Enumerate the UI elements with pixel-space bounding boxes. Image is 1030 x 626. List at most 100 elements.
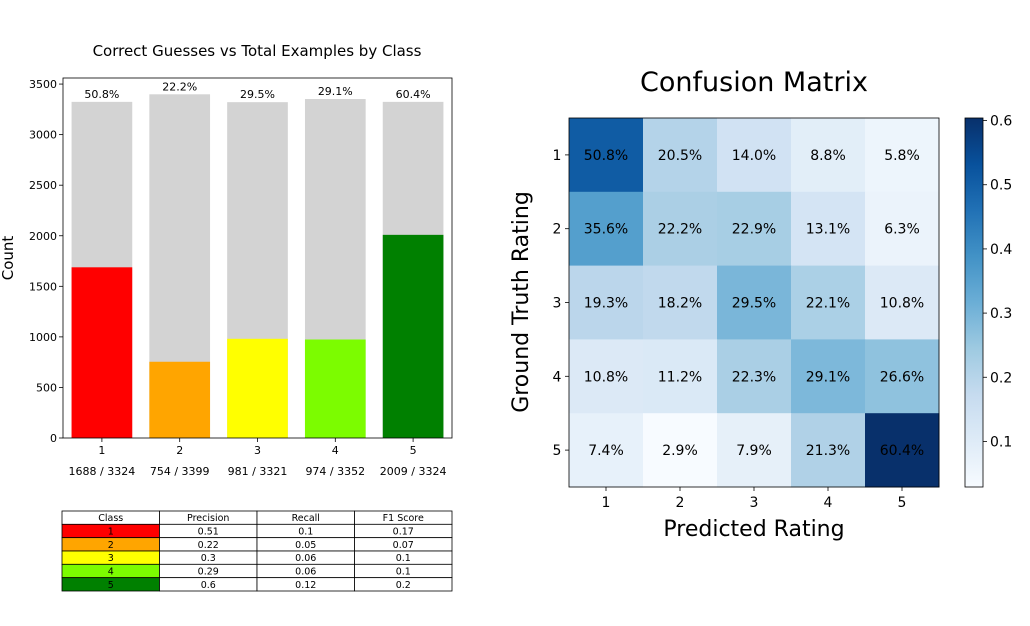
x-tick-label: 5 bbox=[898, 495, 907, 511]
correct-bar bbox=[71, 267, 133, 438]
heatmap-cell bbox=[791, 339, 866, 414]
heatmap-cell-label: 5.8% bbox=[884, 148, 920, 164]
x-tick-label: 3 bbox=[254, 444, 261, 457]
table-cell-value: 0.2 bbox=[396, 580, 411, 591]
table-header-label: Precision bbox=[187, 513, 229, 524]
table-cell-value: 0.12 bbox=[295, 580, 316, 591]
table-cell-value: 0.51 bbox=[198, 527, 219, 538]
heatmap-cell-label: 26.6% bbox=[880, 369, 924, 385]
heatmap-cell bbox=[865, 191, 940, 267]
confusion-matrix-title: Confusion Matrix bbox=[640, 67, 868, 98]
y-tick-label: 1500 bbox=[29, 280, 57, 293]
heatmap-cell bbox=[569, 118, 644, 193]
colorbar-tick-label: 0.4 bbox=[990, 242, 1012, 258]
table-cell-value: 0.05 bbox=[295, 540, 316, 551]
table-cell-value: 0.17 bbox=[393, 527, 414, 538]
colorbar-tick-label: 0.5 bbox=[990, 178, 1012, 194]
correct-bar bbox=[304, 339, 366, 438]
table-cell-value: 4 bbox=[108, 567, 114, 578]
heatmap-cell-label: 22.2% bbox=[658, 222, 702, 238]
heatmap-cell bbox=[717, 118, 792, 193]
heatmap-cell-label: 2.9% bbox=[662, 443, 698, 459]
heatmap-cell-label: 18.2% bbox=[658, 296, 702, 312]
table-cell-value: 0.1 bbox=[396, 567, 411, 578]
heatmap-cell-label: 35.6% bbox=[584, 222, 628, 238]
heatmap-cell bbox=[643, 191, 718, 267]
table-cell-value: 5 bbox=[108, 580, 114, 591]
table-cell-value: 0.07 bbox=[393, 540, 414, 551]
heatmap-cell bbox=[643, 118, 718, 193]
heatmap-frame bbox=[568, 117, 940, 488]
heatmap-cell-label: 11.2% bbox=[658, 369, 702, 385]
bar-chart: Correct Guesses vs Total Examples by Cla… bbox=[0, 42, 453, 478]
x-tick-label: 1 bbox=[602, 495, 611, 511]
heatmap-cell-label: 19.3% bbox=[584, 296, 628, 312]
bar-layer: 0 500 1000 1500 2000 2500 3000 3500 50.8% 1 1688 /… bbox=[29, 78, 446, 478]
heatmap-cell bbox=[643, 413, 718, 488]
correct-bar bbox=[149, 361, 211, 438]
colorbar-tick-label: 0.3 bbox=[990, 306, 1012, 322]
table-cell-value: 0.6 bbox=[201, 580, 216, 591]
bar-percent-label: 22.2% bbox=[162, 80, 197, 93]
y-tick-label: 3 bbox=[553, 296, 562, 312]
table-cell bbox=[354, 577, 453, 592]
heatmap-cell bbox=[865, 339, 940, 414]
heatmap-cell-label: 8.8% bbox=[810, 148, 846, 164]
heatmap-cell bbox=[791, 413, 866, 488]
bar-chart-title: Correct Guesses vs Total Examples by Cla… bbox=[93, 42, 422, 60]
x-tick-label: 4 bbox=[824, 495, 833, 511]
y-tick-label: 4 bbox=[553, 369, 562, 385]
y-tick-label: 3500 bbox=[29, 78, 57, 91]
table-header-label: Class bbox=[98, 513, 123, 524]
correct-bar bbox=[382, 234, 444, 438]
correct-bar bbox=[227, 338, 288, 438]
colorbar-tick-label: 0.1 bbox=[990, 434, 1012, 450]
x-tick-label: 2 bbox=[176, 444, 183, 457]
colorbar: 0.1 0.2 0.3 0.4 0.5 0.6 bbox=[964, 114, 1012, 488]
heatmap-cell-label: 20.5% bbox=[658, 148, 702, 164]
heatmap-cell-label: 22.9% bbox=[732, 222, 776, 238]
colorbar-gradient bbox=[964, 117, 984, 488]
bar-count-label: 981 / 3321 bbox=[228, 465, 288, 478]
y-tick-label: 5 bbox=[553, 443, 562, 459]
heatmap-cell bbox=[569, 265, 644, 340]
bar-percent-label: 60.4% bbox=[396, 88, 431, 101]
table-cell-value: 0.1 bbox=[396, 553, 411, 564]
bar-chart-ylabel: Count bbox=[0, 236, 17, 281]
colorbar-ticks: 0.1 0.2 0.3 0.4 0.5 0.6 bbox=[983, 114, 1012, 450]
heatmap-cell-label: 29.1% bbox=[806, 369, 850, 385]
table-cell-value: 3 bbox=[108, 553, 114, 564]
heatmap-cell-label: 6.3% bbox=[884, 222, 920, 238]
heatmap-cell-label: 14.0% bbox=[732, 148, 776, 164]
heatmap-cell-label: 10.8% bbox=[584, 369, 628, 385]
y-tick-label: 1 bbox=[553, 148, 562, 164]
heatmap-cell bbox=[717, 413, 792, 488]
bar-count-label: 974 / 3352 bbox=[305, 465, 365, 478]
table-cell-value: 0.1 bbox=[298, 527, 313, 538]
heatmap-cell-label: 10.8% bbox=[880, 296, 924, 312]
heatmap-cell bbox=[569, 191, 644, 267]
y-tick-label: 2500 bbox=[29, 179, 57, 192]
table-cell-value: 0.29 bbox=[198, 567, 219, 578]
y-tick-label: 1000 bbox=[29, 331, 57, 344]
table-cell-value: 0.06 bbox=[295, 567, 316, 578]
x-tick-label: 1 bbox=[98, 444, 105, 457]
confusion-matrix: Confusion Matrix Predicted Rating Ground… bbox=[509, 67, 940, 542]
table-cell-value: 0.06 bbox=[295, 553, 316, 564]
heatmap-cell bbox=[717, 339, 792, 414]
colorbar-tick-label: 0.2 bbox=[990, 370, 1012, 386]
heatmap-cell-label: 21.3% bbox=[806, 443, 850, 459]
heatmap-cell-label: 7.9% bbox=[736, 443, 772, 459]
bar-percent-label: 29.1% bbox=[318, 85, 353, 98]
bar-count-label: 754 / 3399 bbox=[150, 465, 210, 478]
x-tick-label: 2 bbox=[676, 495, 685, 511]
heatmap-cell bbox=[865, 118, 940, 193]
x-tick-label: 4 bbox=[332, 444, 339, 457]
x-tick-label: 3 bbox=[750, 495, 759, 511]
confusion-matrix-ylabel: Ground Truth Rating bbox=[509, 191, 534, 413]
bar-count-label: 2009 / 3324 bbox=[380, 465, 447, 478]
confusion-matrix-xlabel: Predicted Rating bbox=[663, 517, 844, 542]
y-tick-label: 2000 bbox=[29, 230, 57, 243]
heatmap-cell-label: 22.1% bbox=[806, 296, 850, 312]
